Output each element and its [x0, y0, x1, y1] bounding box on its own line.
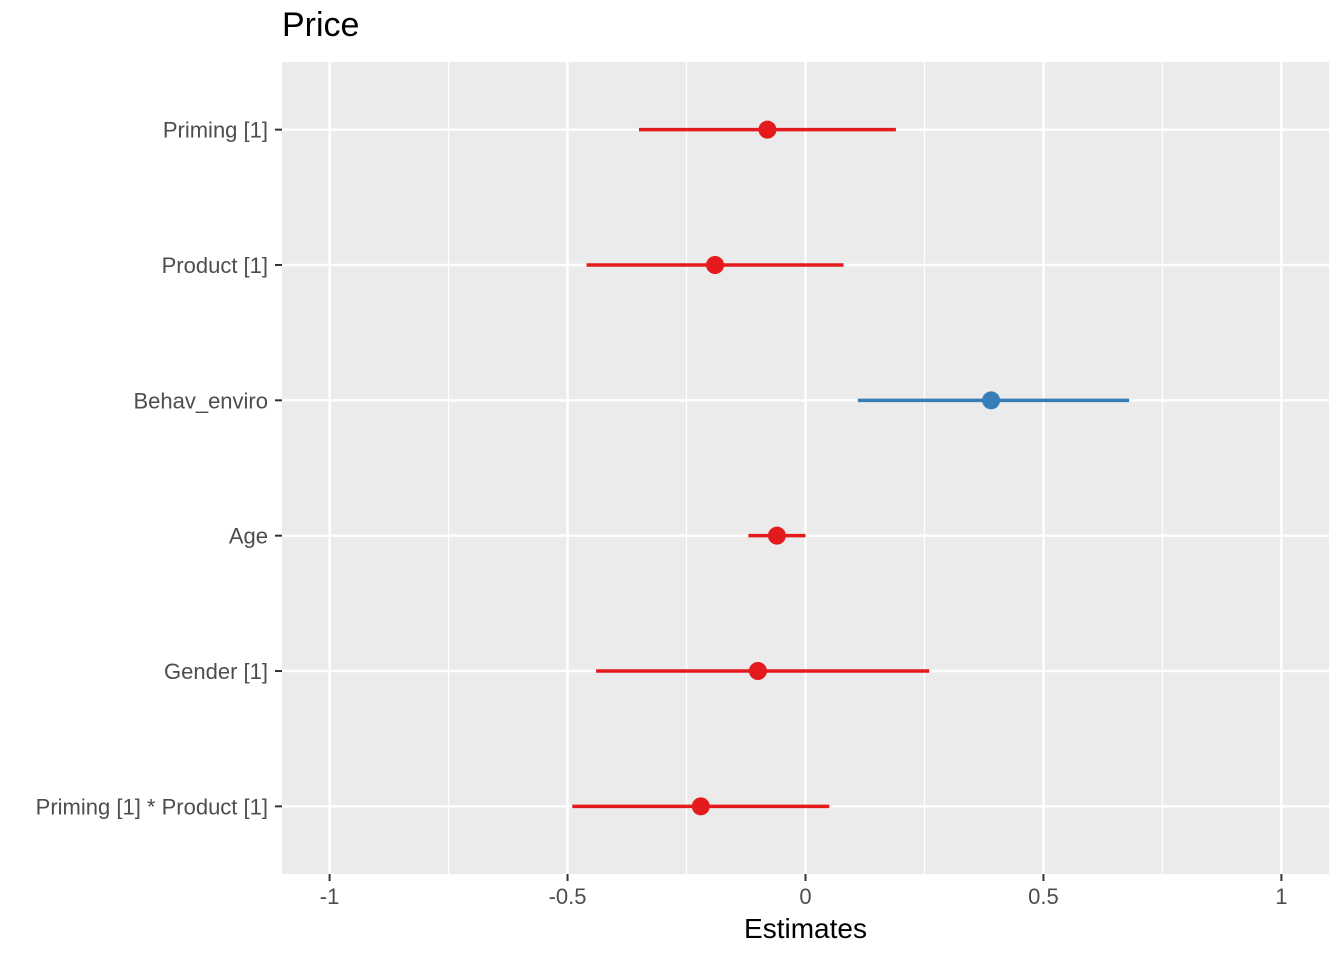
chart-title: Price [282, 6, 360, 44]
x-tick-label: 0.5 [1028, 884, 1059, 909]
estimate-point [748, 662, 767, 680]
y-tick-label: Behav_enviro [133, 388, 268, 413]
estimate-point [767, 526, 786, 545]
x-tick-label: -1 [320, 884, 340, 909]
estimate-point [706, 256, 725, 274]
y-tick-label: Priming [1] [163, 118, 268, 143]
y-tick-label: Age [229, 524, 268, 549]
x-tick-label: 1 [1275, 884, 1287, 909]
x-axis-label: Estimates [744, 913, 867, 944]
y-tick-label: Gender [1] [164, 659, 268, 684]
y-tick-label: Priming [1] * Product [1] [36, 794, 268, 819]
x-tick-label: 0 [799, 884, 811, 909]
estimate-point [758, 120, 777, 139]
y-tick-label: Product [1] [162, 253, 268, 278]
estimate-point [691, 797, 710, 816]
estimate-point [982, 391, 1001, 410]
x-tick-label: -0.5 [549, 884, 587, 909]
